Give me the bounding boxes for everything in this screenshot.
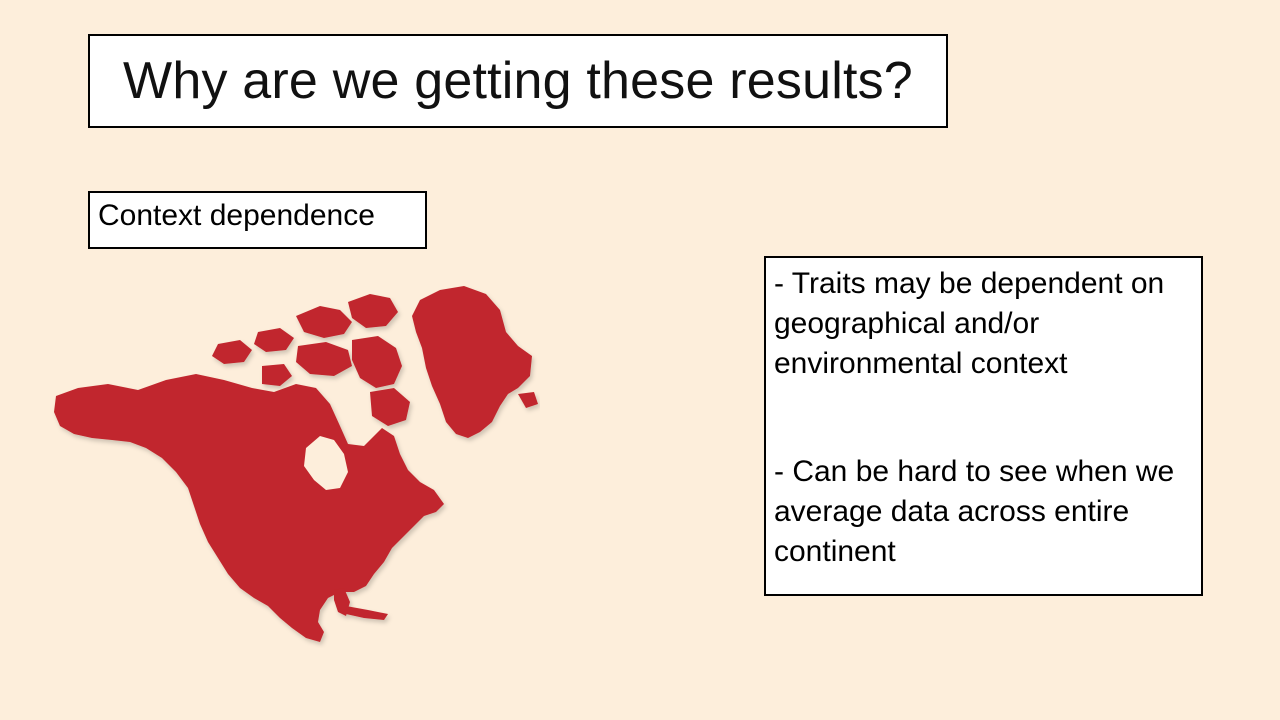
north-america-map <box>54 286 538 642</box>
note-traits: - Traits may be dependent on geographica… <box>774 267 1165 380</box>
hudson-bay-shape <box>304 436 348 490</box>
arctic-island-shape <box>262 364 292 386</box>
arctic-island-shape <box>518 392 538 408</box>
arctic-island-shape <box>370 388 410 426</box>
arctic-island-shape <box>296 342 352 376</box>
mainland-shape <box>54 374 444 642</box>
arctic-island-shape <box>348 294 398 328</box>
arctic-island-shape <box>296 306 352 338</box>
arctic-island-shape <box>212 340 252 364</box>
caribbean-shape <box>346 606 388 620</box>
arctic-island-shape <box>352 336 402 388</box>
greenland-shape <box>412 286 532 438</box>
slide-subtitle: Context dependence <box>98 199 375 232</box>
subtitle-box: Context dependence <box>88 191 427 249</box>
note-averaging: - Can be hard to see when we average dat… <box>774 455 1175 568</box>
title-box: Why are we getting these results? <box>88 34 948 128</box>
arctic-island-shape <box>254 328 294 352</box>
notes-box: - Traits may be dependent on geographica… <box>764 256 1203 596</box>
slide-title: Why are we getting these results? <box>123 52 913 110</box>
